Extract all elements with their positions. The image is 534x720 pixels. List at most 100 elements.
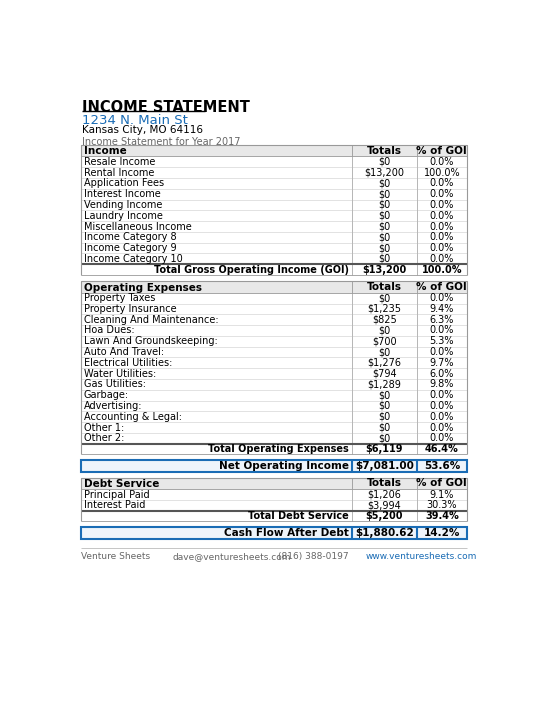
Text: $0: $0 [379,200,391,210]
Text: $794: $794 [372,369,397,379]
Text: dave@venturesheets.com: dave@venturesheets.com [172,552,291,562]
Text: % of GOI: % of GOI [417,282,467,292]
Text: $1,235: $1,235 [367,304,402,314]
Text: 9.8%: 9.8% [430,379,454,390]
Text: Gas Utilities:: Gas Utilities: [84,379,146,390]
Text: $0: $0 [379,222,391,232]
Bar [81,304,467,315]
Text: Income Statement for Year 2017: Income Statement for Year 2017 [82,138,241,147]
Text: Accounting & Legal:: Accounting & Legal: [84,412,182,422]
Text: 6.0%: 6.0% [430,369,454,379]
Text: 0.0%: 0.0% [430,179,454,189]
Text: Other 1:: Other 1: [84,423,124,433]
Bar [81,433,467,444]
Bar [81,422,467,433]
Bar [81,189,467,199]
Text: $0: $0 [379,293,391,303]
Bar [81,527,467,539]
Bar [81,156,467,167]
Text: $6,119: $6,119 [366,444,403,454]
Text: 0.0%: 0.0% [430,200,454,210]
Text: $1,206: $1,206 [367,490,402,500]
Bar [81,253,467,264]
Text: Totals: Totals [367,145,402,156]
Bar [81,500,467,510]
Text: $7,081.00: $7,081.00 [355,461,414,471]
Text: $825: $825 [372,315,397,325]
Bar [81,411,467,422]
Text: 46.4%: 46.4% [425,444,459,454]
Text: 0.0%: 0.0% [430,254,454,264]
Text: 0.0%: 0.0% [430,412,454,422]
Text: $0: $0 [379,347,391,357]
Text: Kansas City, MO 64116: Kansas City, MO 64116 [82,125,203,135]
Text: www.venturesheets.com: www.venturesheets.com [365,552,477,562]
Text: $1,289: $1,289 [367,379,402,390]
Text: 6.3%: 6.3% [430,315,454,325]
Text: Income Category 9: Income Category 9 [84,243,176,253]
Text: $0: $0 [379,157,391,167]
Text: (816) 388-0197: (816) 388-0197 [279,552,349,562]
Text: 0.0%: 0.0% [430,243,454,253]
Bar [81,477,467,489]
Bar [81,232,467,243]
Text: 1234 N. Main St: 1234 N. Main St [82,114,188,127]
Text: Net Operating Income: Net Operating Income [219,461,349,471]
Text: 0.0%: 0.0% [430,157,454,167]
Text: $0: $0 [379,401,391,411]
Text: Total Operating Expenses: Total Operating Expenses [208,444,349,454]
Text: 100.0%: 100.0% [423,168,460,178]
Bar [81,243,467,253]
Text: 0.0%: 0.0% [430,390,454,400]
Text: Income Category 8: Income Category 8 [84,233,176,243]
Text: 9.7%: 9.7% [429,358,454,368]
Text: Garbage:: Garbage: [84,390,129,400]
Text: $13,200: $13,200 [363,265,406,274]
Text: $0: $0 [379,254,391,264]
Text: Cleaning And Maintenance:: Cleaning And Maintenance: [84,315,218,325]
Text: 14.2%: 14.2% [423,528,460,538]
Text: Property Insurance: Property Insurance [84,304,176,314]
Bar [81,460,467,472]
Text: Venture Sheets: Venture Sheets [81,552,150,562]
Bar [81,293,467,304]
Text: Lawn And Groundskeeping:: Lawn And Groundskeeping: [84,336,217,346]
Text: 0.0%: 0.0% [430,347,454,357]
Text: $700: $700 [372,336,397,346]
Bar [81,336,467,346]
Bar [81,315,467,325]
Text: 0.0%: 0.0% [430,233,454,243]
Bar [81,346,467,357]
Text: Vending Income: Vending Income [84,200,162,210]
Text: $1,276: $1,276 [367,358,402,368]
Text: Laundry Income: Laundry Income [84,211,163,221]
Text: $0: $0 [379,423,391,433]
Text: $13,200: $13,200 [365,168,404,178]
Text: $0: $0 [379,243,391,253]
Bar [81,264,467,275]
Text: Resale Income: Resale Income [84,157,155,167]
Text: Auto And Travel:: Auto And Travel: [84,347,164,357]
Text: 0.0%: 0.0% [430,211,454,221]
Text: $0: $0 [379,433,391,444]
Text: Principal Paid: Principal Paid [84,490,150,500]
Text: Electrical Utilities:: Electrical Utilities: [84,358,172,368]
Bar [81,167,467,178]
Text: $0: $0 [379,179,391,189]
Bar [81,199,467,210]
Bar [81,510,467,521]
Text: Income Category 10: Income Category 10 [84,254,183,264]
Bar [81,489,467,500]
Bar [81,444,467,454]
Bar [81,379,467,390]
Bar [81,221,467,232]
Text: 30.3%: 30.3% [427,500,457,510]
Text: 0.0%: 0.0% [430,401,454,411]
Text: $5,200: $5,200 [366,511,403,521]
Bar [81,325,467,336]
Text: % of GOI: % of GOI [417,145,467,156]
Text: Advertising:: Advertising: [84,401,142,411]
Text: $0: $0 [379,390,391,400]
Text: Total Gross Operating Income (GOI): Total Gross Operating Income (GOI) [154,265,349,274]
Text: Totals: Totals [367,282,402,292]
